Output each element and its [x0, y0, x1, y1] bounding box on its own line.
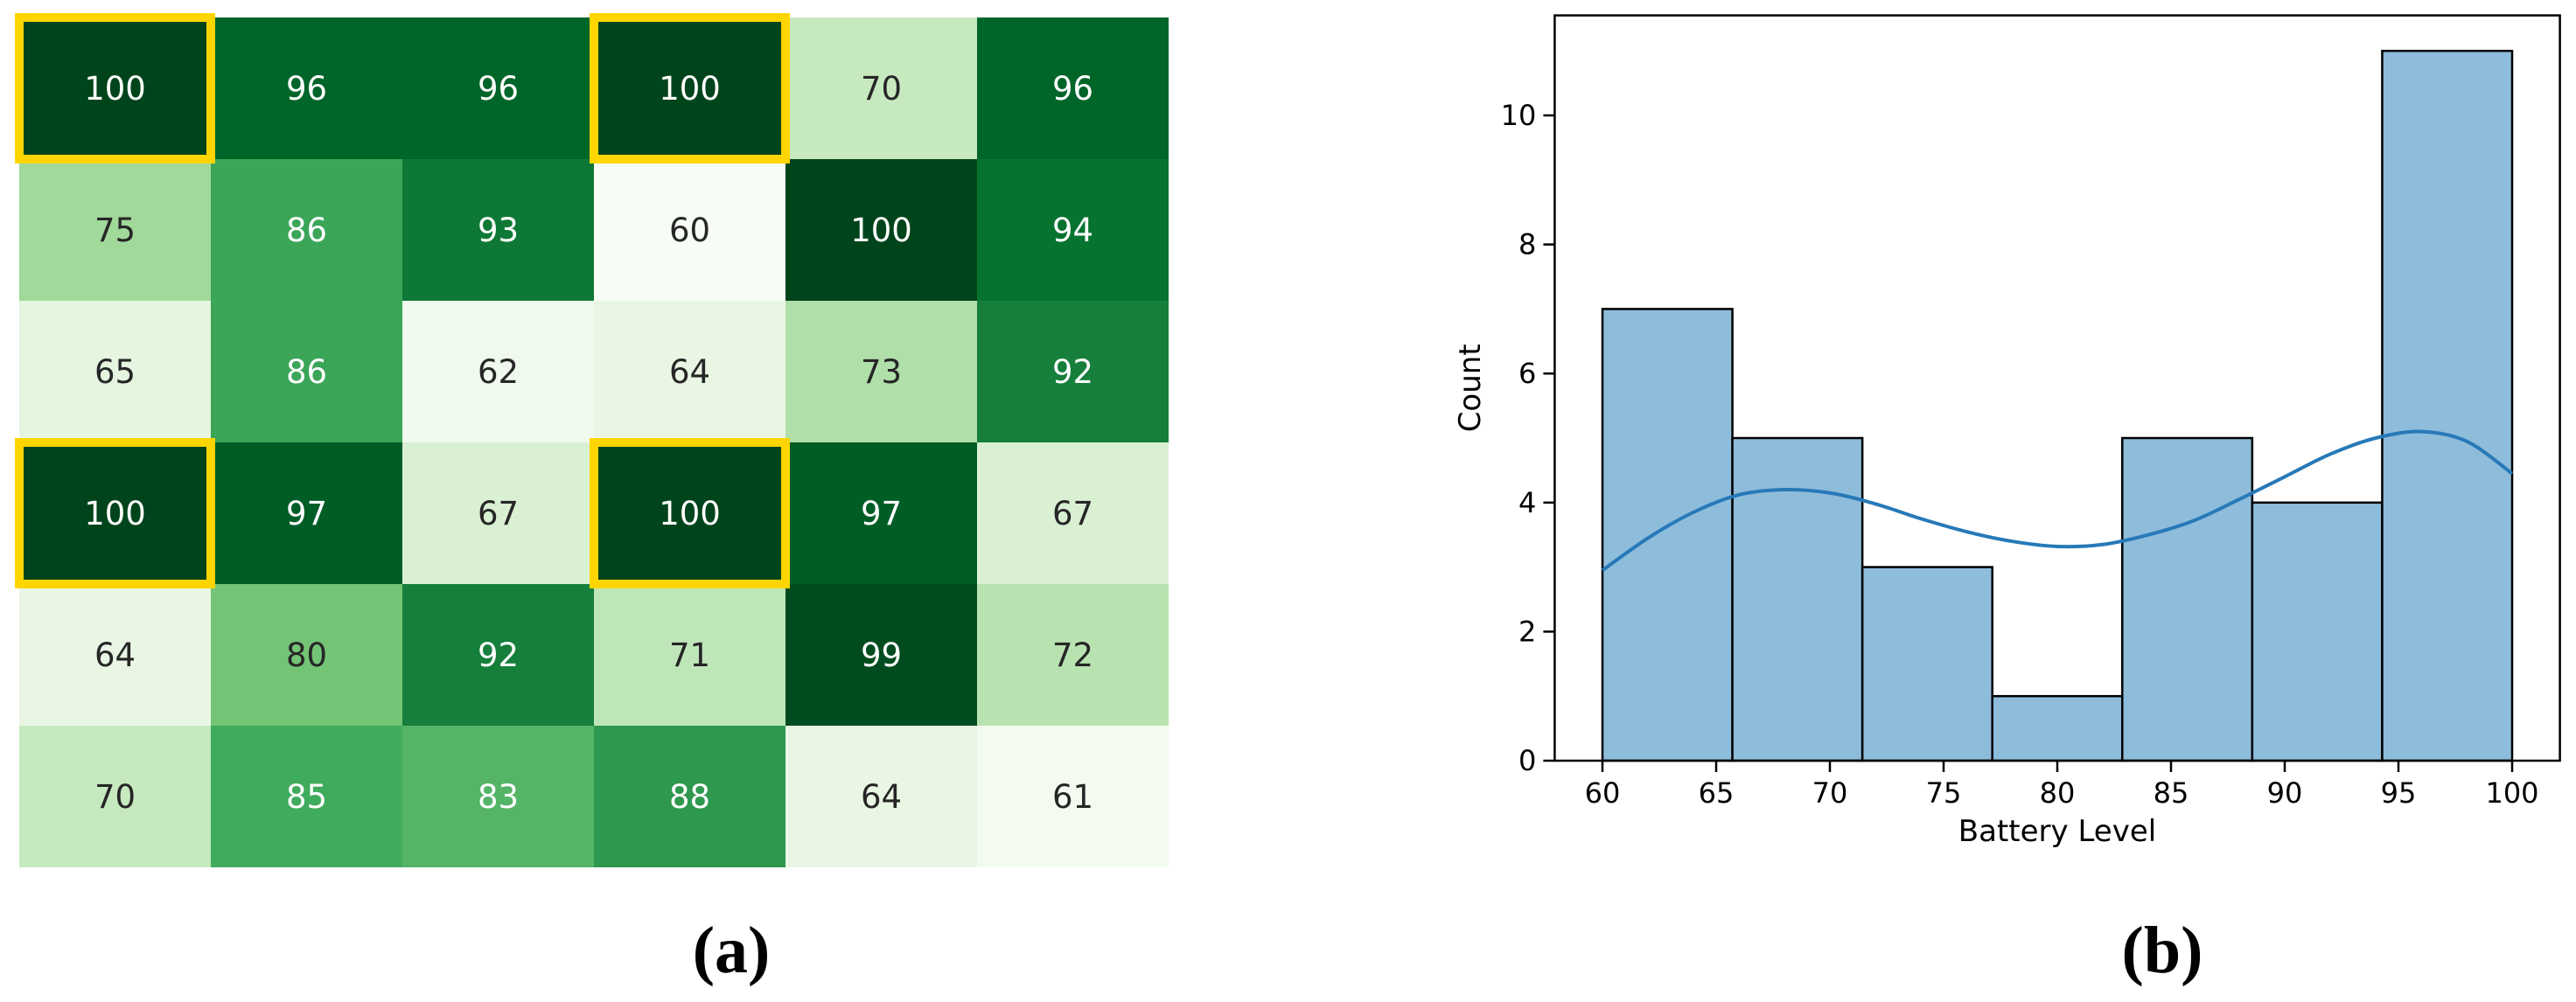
heatmap-cell: 92 [977, 301, 1169, 442]
histogram-bar [1860, 566, 1993, 762]
histogram-bar [1991, 694, 2124, 762]
heatmap-cell: 70 [19, 726, 211, 867]
heatmap-cell: 94 [977, 159, 1169, 301]
heatmap-cell: 85 [211, 726, 402, 867]
y-tick-label: 4 [1518, 486, 1536, 519]
heatmap-cell: 67 [402, 442, 594, 584]
histogram-bar [2251, 501, 2384, 762]
heatmap-cell: 67 [977, 442, 1169, 584]
x-tick-label: 70 [1812, 776, 1848, 810]
battery-heatmap: 100 96 96 100 70 96 75 86 93 60 100 94 65 86 62 64 73 92 1… [15, 13, 1169, 867]
y-axis-label: Count [1453, 344, 1488, 432]
heatmap-cell: 96 [211, 17, 402, 159]
heatmap-cell: 96 [977, 17, 1169, 159]
x-tick-label: 80 [2040, 776, 2076, 810]
y-tick-label: 2 [1518, 615, 1536, 648]
heatmap-cell: 86 [211, 159, 402, 301]
x-tick-label: 75 [1926, 776, 1962, 810]
heatmap-cell: 93 [402, 159, 594, 301]
histogram-bar [2381, 49, 2514, 762]
heatmap-cell: 92 [402, 584, 594, 726]
heatmap-cell: 60 [594, 159, 785, 301]
heatmap-cell: 65 [19, 301, 211, 442]
x-axis-label: Battery Level [1958, 814, 2156, 849]
heatmap-cell: 88 [594, 726, 785, 867]
heatmap-cell: 75 [19, 159, 211, 301]
kde-curve [1601, 429, 2514, 572]
heatmap-cell: 100 [15, 13, 215, 164]
histogram-bar [1601, 308, 1734, 762]
heatmap-cell: 80 [211, 584, 402, 726]
heatmap-cell: 100 [785, 159, 977, 301]
heatmap-cell: 72 [977, 584, 1169, 726]
heatmap-cell: 62 [402, 301, 594, 442]
histogram-bar [2121, 436, 2254, 762]
x-tick-label: 100 [2485, 776, 2538, 810]
x-tick-label: 95 [2381, 776, 2417, 810]
y-tick-label: 0 [1518, 744, 1536, 777]
heatmap-cell: 83 [402, 726, 594, 867]
heatmap-cell: 70 [785, 17, 977, 159]
y-tick-label: 8 [1518, 228, 1536, 261]
heatmap-cell: 64 [594, 301, 785, 442]
heatmap-cell: 86 [211, 301, 402, 442]
heatmap-cell: 64 [785, 726, 977, 867]
heatmap-cell: 73 [785, 301, 977, 442]
y-tick-label: 10 [1501, 99, 1537, 132]
histogram-bar [1731, 436, 1864, 762]
x-tick-label: 90 [2267, 776, 2303, 810]
y-tick-label: 6 [1518, 357, 1536, 390]
x-tick-label: 85 [2154, 776, 2189, 810]
heatmap-cell: 96 [402, 17, 594, 159]
panel-b-label: (b) [2121, 914, 2203, 987]
heatmap-cell: 97 [785, 442, 977, 584]
heatmap-cell: 64 [19, 584, 211, 726]
heatmap-cell: 61 [977, 726, 1169, 867]
heatmap-cell: 99 [785, 584, 977, 726]
panel-a-label: (a) [692, 914, 771, 987]
heatmap-cell: 71 [594, 584, 785, 726]
x-tick-label: 60 [1585, 776, 1621, 810]
x-tick-label: 65 [1699, 776, 1735, 810]
heatmap-cell: 97 [211, 442, 402, 584]
